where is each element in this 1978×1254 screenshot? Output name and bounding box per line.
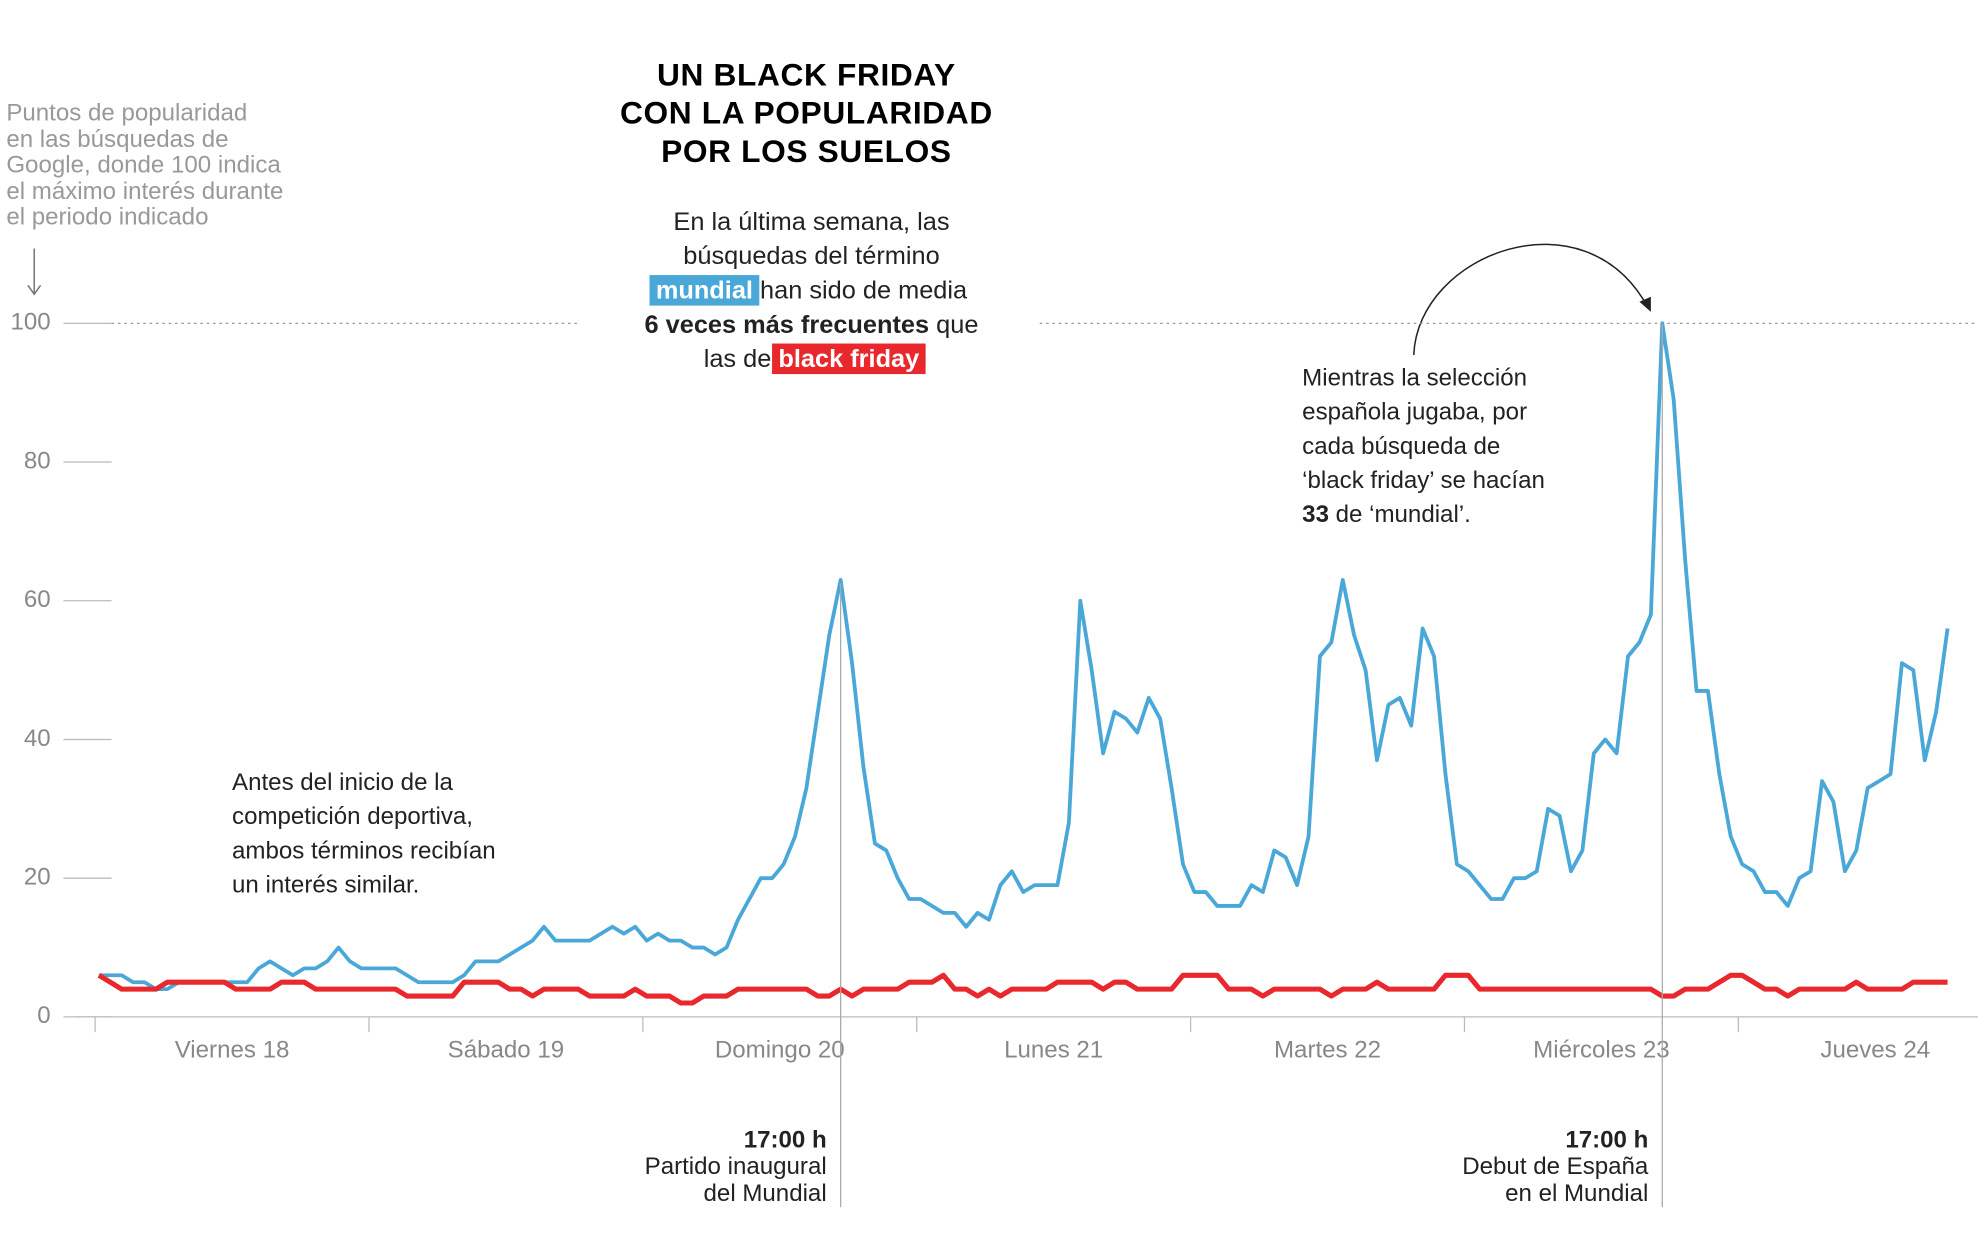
subtitle-line: En la última semana, las xyxy=(673,208,949,236)
subtitle-line: las de black friday xyxy=(704,345,920,373)
subtitle: En la última semana, las búsquedas del t… xyxy=(645,208,979,373)
x-tick-label: Miércoles 23 xyxy=(1533,1036,1670,1063)
event-label: Debut de España xyxy=(1462,1153,1649,1180)
plot: 0 20 40 60 80 100 Viernes 18 Sábado 19 Domingo 2… xyxy=(11,309,1978,1063)
title-line: UN BLACK FRIDAY xyxy=(657,57,956,93)
annotation-line: ambos términos recibían xyxy=(232,837,496,864)
title-line: CON LA POPULARIDAD xyxy=(620,95,993,131)
note-line: el periodo indicado xyxy=(6,203,208,230)
event-marker: 17:00 h Debut de España en el Mundial xyxy=(1462,323,1663,1208)
annotation-line: cada búsqueda de xyxy=(1302,433,1500,460)
event-label: 17:00 h xyxy=(1565,1127,1648,1154)
event-marker: 17:00 h Partido inaugural del Mundial xyxy=(645,583,842,1208)
note-line: el máximo interés durante xyxy=(6,178,283,205)
y-tick-label: 40 xyxy=(24,725,51,752)
x-tick-label: Viernes 18 xyxy=(175,1036,290,1063)
x-tick-label: Martes 22 xyxy=(1274,1036,1381,1063)
x-tick-label: Lunes 21 xyxy=(1004,1036,1103,1063)
note-line: Puntos de popularidad xyxy=(6,99,247,126)
subtitle-line: 6 veces más frecuentes que xyxy=(645,311,979,339)
note-line: Google, donde 100 indica xyxy=(6,151,281,178)
annotation-line: competición deportiva, xyxy=(232,803,473,830)
note-line: en las búsquedas de xyxy=(6,126,228,153)
subtitle-line: mundial han sido de media xyxy=(656,276,968,304)
annotation-arrow xyxy=(1413,243,1650,356)
event-label: Partido inaugural xyxy=(645,1153,827,1180)
text: de ‘mundial’. xyxy=(1329,501,1471,528)
bold-text: 6 veces más frecuentes xyxy=(645,311,930,339)
annotation: Antes del inicio de la competición depor… xyxy=(232,769,496,899)
arrow-head xyxy=(1639,296,1651,312)
y-tick-label: 80 xyxy=(24,447,51,474)
text: las de xyxy=(704,345,779,373)
annotation-line: española jugaba, por xyxy=(1302,399,1527,426)
x-tick-label: Jueves 24 xyxy=(1820,1036,1930,1063)
event-label: en el Mundial xyxy=(1505,1180,1648,1207)
series-line xyxy=(97,972,1948,1006)
title: UN BLACK FRIDAY CON LA POPULARIDAD POR L… xyxy=(620,57,993,169)
y-tick-label: 0 xyxy=(37,1002,50,1029)
annotation-line: ‘black friday’ se hacían xyxy=(1302,467,1545,494)
text: han sido de media xyxy=(753,276,968,304)
event-label: 17:00 h xyxy=(744,1127,827,1154)
highlight-text: mundial xyxy=(656,276,753,304)
annotation-line: un interés similar. xyxy=(232,872,419,899)
highlight xyxy=(772,343,926,375)
annotation-line: Mientras la selección xyxy=(1302,364,1527,391)
annotation: Mientras la selección española jugaba, p… xyxy=(1302,243,1651,528)
x-tick-label: Sábado 19 xyxy=(448,1036,565,1063)
y-axis-note: Puntos de popularidad en las búsquedas d… xyxy=(6,99,283,296)
y-tick-label: 60 xyxy=(24,586,51,613)
bold-text: 33 xyxy=(1302,501,1329,528)
annotation-line: Antes del inicio de la xyxy=(232,769,453,796)
annotation-line: 33 de ‘mundial’. xyxy=(1302,501,1471,528)
text: que xyxy=(929,311,978,339)
highlight xyxy=(649,275,760,306)
y-tick-label: 20 xyxy=(24,864,51,891)
highlight-text: black friday xyxy=(778,345,919,373)
y-tick-label: 100 xyxy=(11,309,51,336)
title-line: POR LOS SUELOS xyxy=(661,133,952,169)
series-line xyxy=(98,321,1950,992)
event-label: del Mundial xyxy=(704,1180,827,1207)
x-tick-label: Domingo 20 xyxy=(715,1036,845,1063)
subtitle-line: búsquedas del término xyxy=(683,242,939,270)
note-arrow xyxy=(27,248,42,296)
